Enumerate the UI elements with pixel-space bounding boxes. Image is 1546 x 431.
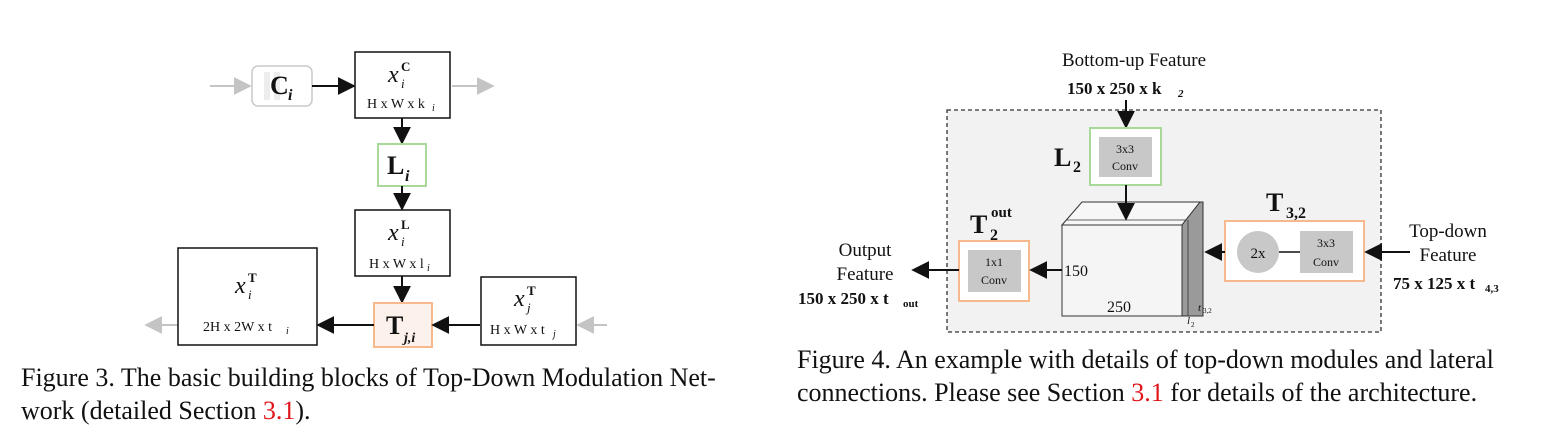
tout-conv: [968, 250, 1021, 292]
block-xc: x i C H x W x k i: [354, 51, 451, 119]
figure-3: C i x i C H x W x k i L i x i L H x W x …: [144, 51, 607, 348]
figure-4-caption-line1: Figure 4. An example with details of top…: [797, 345, 1494, 374]
block-xt-right-sub: j: [525, 300, 531, 315]
t32-label: T: [1266, 188, 1283, 217]
l2-conv-bottom: Conv: [1112, 159, 1138, 173]
upsample-label: 2x: [1251, 246, 1267, 262]
figure-4-caption-line2-end: for details of the architecture.: [1163, 378, 1478, 407]
block-c-symbol: C: [270, 71, 289, 100]
output-label-line1: Output: [839, 240, 893, 261]
l2-conv-top: 3x3: [1116, 142, 1134, 156]
figure-4-caption: Figure 4. An example with details of top…: [797, 343, 1537, 409]
block-xc-sup: C: [401, 59, 410, 74]
block-xl: x i L H x W x l i: [354, 209, 451, 277]
t32-conv-top: 3x3: [1317, 236, 1335, 250]
block-xc-sub: i: [401, 76, 405, 91]
figure-3-caption-line1: Figure 3. The basic building blocks of T…: [21, 363, 716, 392]
block-xc-symbol: x: [387, 62, 399, 88]
output-dims-sub: out: [903, 298, 919, 310]
block-xl-dims-sub: i: [427, 263, 430, 274]
t32-conv: [1300, 231, 1353, 273]
block-l-sub: i: [405, 168, 410, 185]
tout-conv-top: 1x1: [985, 255, 1003, 269]
block-l-symbol: L: [387, 151, 404, 180]
tout-conv-bottom: Conv: [981, 273, 1007, 287]
block-xt-left-sub: i: [248, 287, 252, 302]
bottom-up-dims: 150 x 250 x k: [1067, 79, 1162, 98]
block-xl-dims: H x W x l: [369, 257, 424, 272]
tout-sub: 2: [990, 227, 998, 244]
tout-label: T: [970, 210, 987, 239]
cube-depth-2-sub: 2: [1191, 321, 1195, 329]
block-t-symbol: T: [386, 311, 403, 340]
cube-width-label: 250: [1107, 299, 1131, 316]
topdown-dims: 75 x 125 x t: [1393, 274, 1476, 293]
figure-4-section-link[interactable]: 3.1: [1131, 378, 1164, 407]
bottom-up-dims-sub: 2: [1177, 88, 1184, 100]
block-t: T j,i: [373, 302, 433, 348]
t32-conv-bottom: Conv: [1313, 255, 1339, 269]
topdown-label-line1: Top-down: [1409, 221, 1487, 242]
block-c: C i: [251, 65, 313, 107]
block-xt-right: x j T H x W x t j: [480, 276, 577, 346]
block-t-sub: j,i: [402, 331, 415, 346]
block-xl-symbol: x: [387, 220, 399, 246]
l2-label: L: [1054, 143, 1071, 172]
block-xt-left-symbol: x: [234, 273, 246, 299]
cube-depth-2: l: [1187, 315, 1190, 327]
block-xt-left: x i T 2H x 2W x t i: [177, 247, 318, 346]
block-xt-left-dims-sub: i: [286, 326, 289, 337]
tout-sup: out: [991, 205, 1012, 221]
block-xt-right-symbol: x: [513, 286, 525, 312]
figure-4: Bottom-up Feature 150 x 250 x k 2 L 2 3x…: [798, 50, 1499, 333]
upsample-circle: [1237, 231, 1279, 273]
figure-3-caption-line2: work (detailed Section 3.1).: [21, 394, 761, 427]
figure-3-caption-line2-end: ).: [295, 396, 311, 425]
figure-3-caption: Figure 3. The basic building blocks of T…: [21, 361, 761, 427]
cube-depth-1: t: [1198, 302, 1202, 314]
block-xt-left-sup: T: [248, 270, 257, 285]
figure-4-caption-line2: connections. Please see Section 3.1 for …: [797, 376, 1537, 409]
block-xl-sup: L: [401, 217, 410, 232]
block-xt-left-dims: 2H x 2W x t: [203, 320, 272, 335]
l2-conv: [1099, 137, 1152, 177]
figure-3-section-link[interactable]: 3.1: [262, 396, 296, 425]
topdown-dims-sub: 4,3: [1485, 283, 1499, 295]
output-label-line2: Feature: [837, 264, 894, 285]
block-xl-sub: i: [401, 234, 405, 249]
topdown-label-line2: Feature: [1420, 245, 1477, 266]
bottom-up-title: Bottom-up Feature: [1062, 50, 1206, 71]
figure-3-caption-line2-text: work (detailed Section: [21, 396, 263, 425]
block-xt-right-dims: H x W x t: [490, 323, 545, 338]
t32-sub: 3,2: [1286, 205, 1306, 222]
block-xc-dims-sub: i: [432, 103, 435, 114]
cube-depth-1-sub: 3,2: [1203, 307, 1212, 315]
figure-4-caption-line2-text: connections. Please see Section: [797, 378, 1132, 407]
block-xc-dims: H x W x k: [367, 97, 425, 112]
feature-cube: [1060, 201, 1204, 317]
l2-sub: 2: [1073, 159, 1081, 176]
block-c-sub: i: [288, 87, 293, 104]
cube-height-label: 150: [1064, 263, 1088, 280]
block-xt-right-sup: T: [527, 283, 536, 298]
block-l: L i: [377, 143, 427, 187]
block-xt-right-dims-sub: j: [551, 329, 556, 340]
output-dims: 150 x 250 x t: [798, 289, 889, 308]
